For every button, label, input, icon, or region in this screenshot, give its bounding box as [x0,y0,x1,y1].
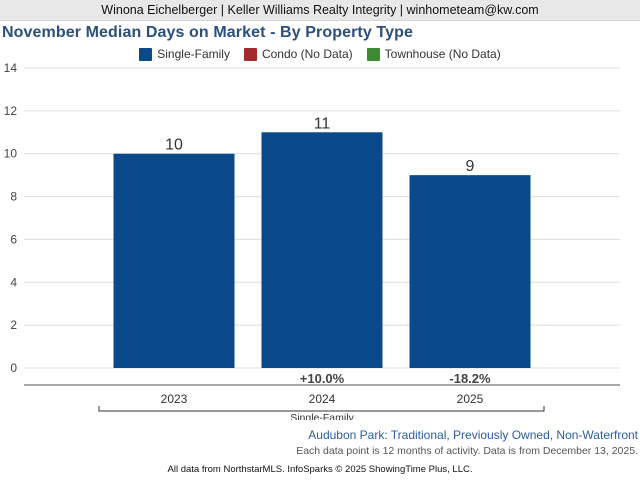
data-label-2023: 10 [165,137,183,154]
y-tick-label-10: 10 [4,147,18,161]
data-note: Each data point is 12 months of activity… [296,445,638,457]
x-tick-label-2023: 2023 [161,392,188,406]
change-label-2025: -18.2% [449,371,491,386]
legend-label-condo: Condo (No Data) [261,47,353,61]
y-tick-label-12: 12 [4,104,18,118]
chart-title: November Median Days on Market - By Prop… [2,24,413,41]
agent-contact-line: Winona Eichelberger | Keller Williams Re… [101,3,539,17]
data-label-2025: 9 [466,158,475,175]
legend-label-single-family: Single-Family [157,47,230,61]
y-tick-label-4: 4 [10,275,17,289]
group-bracket [98,406,545,412]
legend-swatch-condo [243,47,257,61]
y-tick-label-14: 14 [4,61,18,75]
bar-2024 [261,132,383,368]
market-filter-subtitle: Audubon Park: Traditional, Previously Ow… [308,428,638,442]
change-label-2024: +10.0% [300,371,345,386]
group-label: Single-Family [290,412,354,420]
data-label-2024: 11 [314,115,331,132]
legend-item-single-family[interactable]: Single-Family [139,47,230,61]
y-tick-label-8: 8 [10,190,17,204]
legend-label-townhouse: Townhouse (No Data) [384,47,501,61]
legend-item-condo[interactable]: Condo (No Data) [243,47,353,61]
x-tick-label-2025: 2025 [457,392,484,406]
bar-2023 [113,153,235,368]
bar-2025 [409,175,531,368]
x-tick-label-2024: 2024 [309,392,336,406]
legend-item-townhouse[interactable]: Townhouse (No Data) [366,47,501,61]
y-tick-label-6: 6 [10,232,17,246]
y-tick-label-0: 0 [10,361,17,375]
legend: Single-Family Condo (No Data) Townhouse … [0,45,640,63]
data-credit: All data from NorthstarMLS. InfoSparks ©… [167,464,473,475]
y-tick-label-2: 2 [10,318,17,332]
bar-chart: 0 2 4 6 8 10 12 14 10 2023 11 +10.0% 2024 9 -18.2% 2025… [4,61,620,420]
header-bar: Winona Eichelberger | Keller Williams Re… [0,0,640,21]
legend-swatch-single-family [139,47,153,61]
legend-swatch-townhouse [366,47,380,61]
